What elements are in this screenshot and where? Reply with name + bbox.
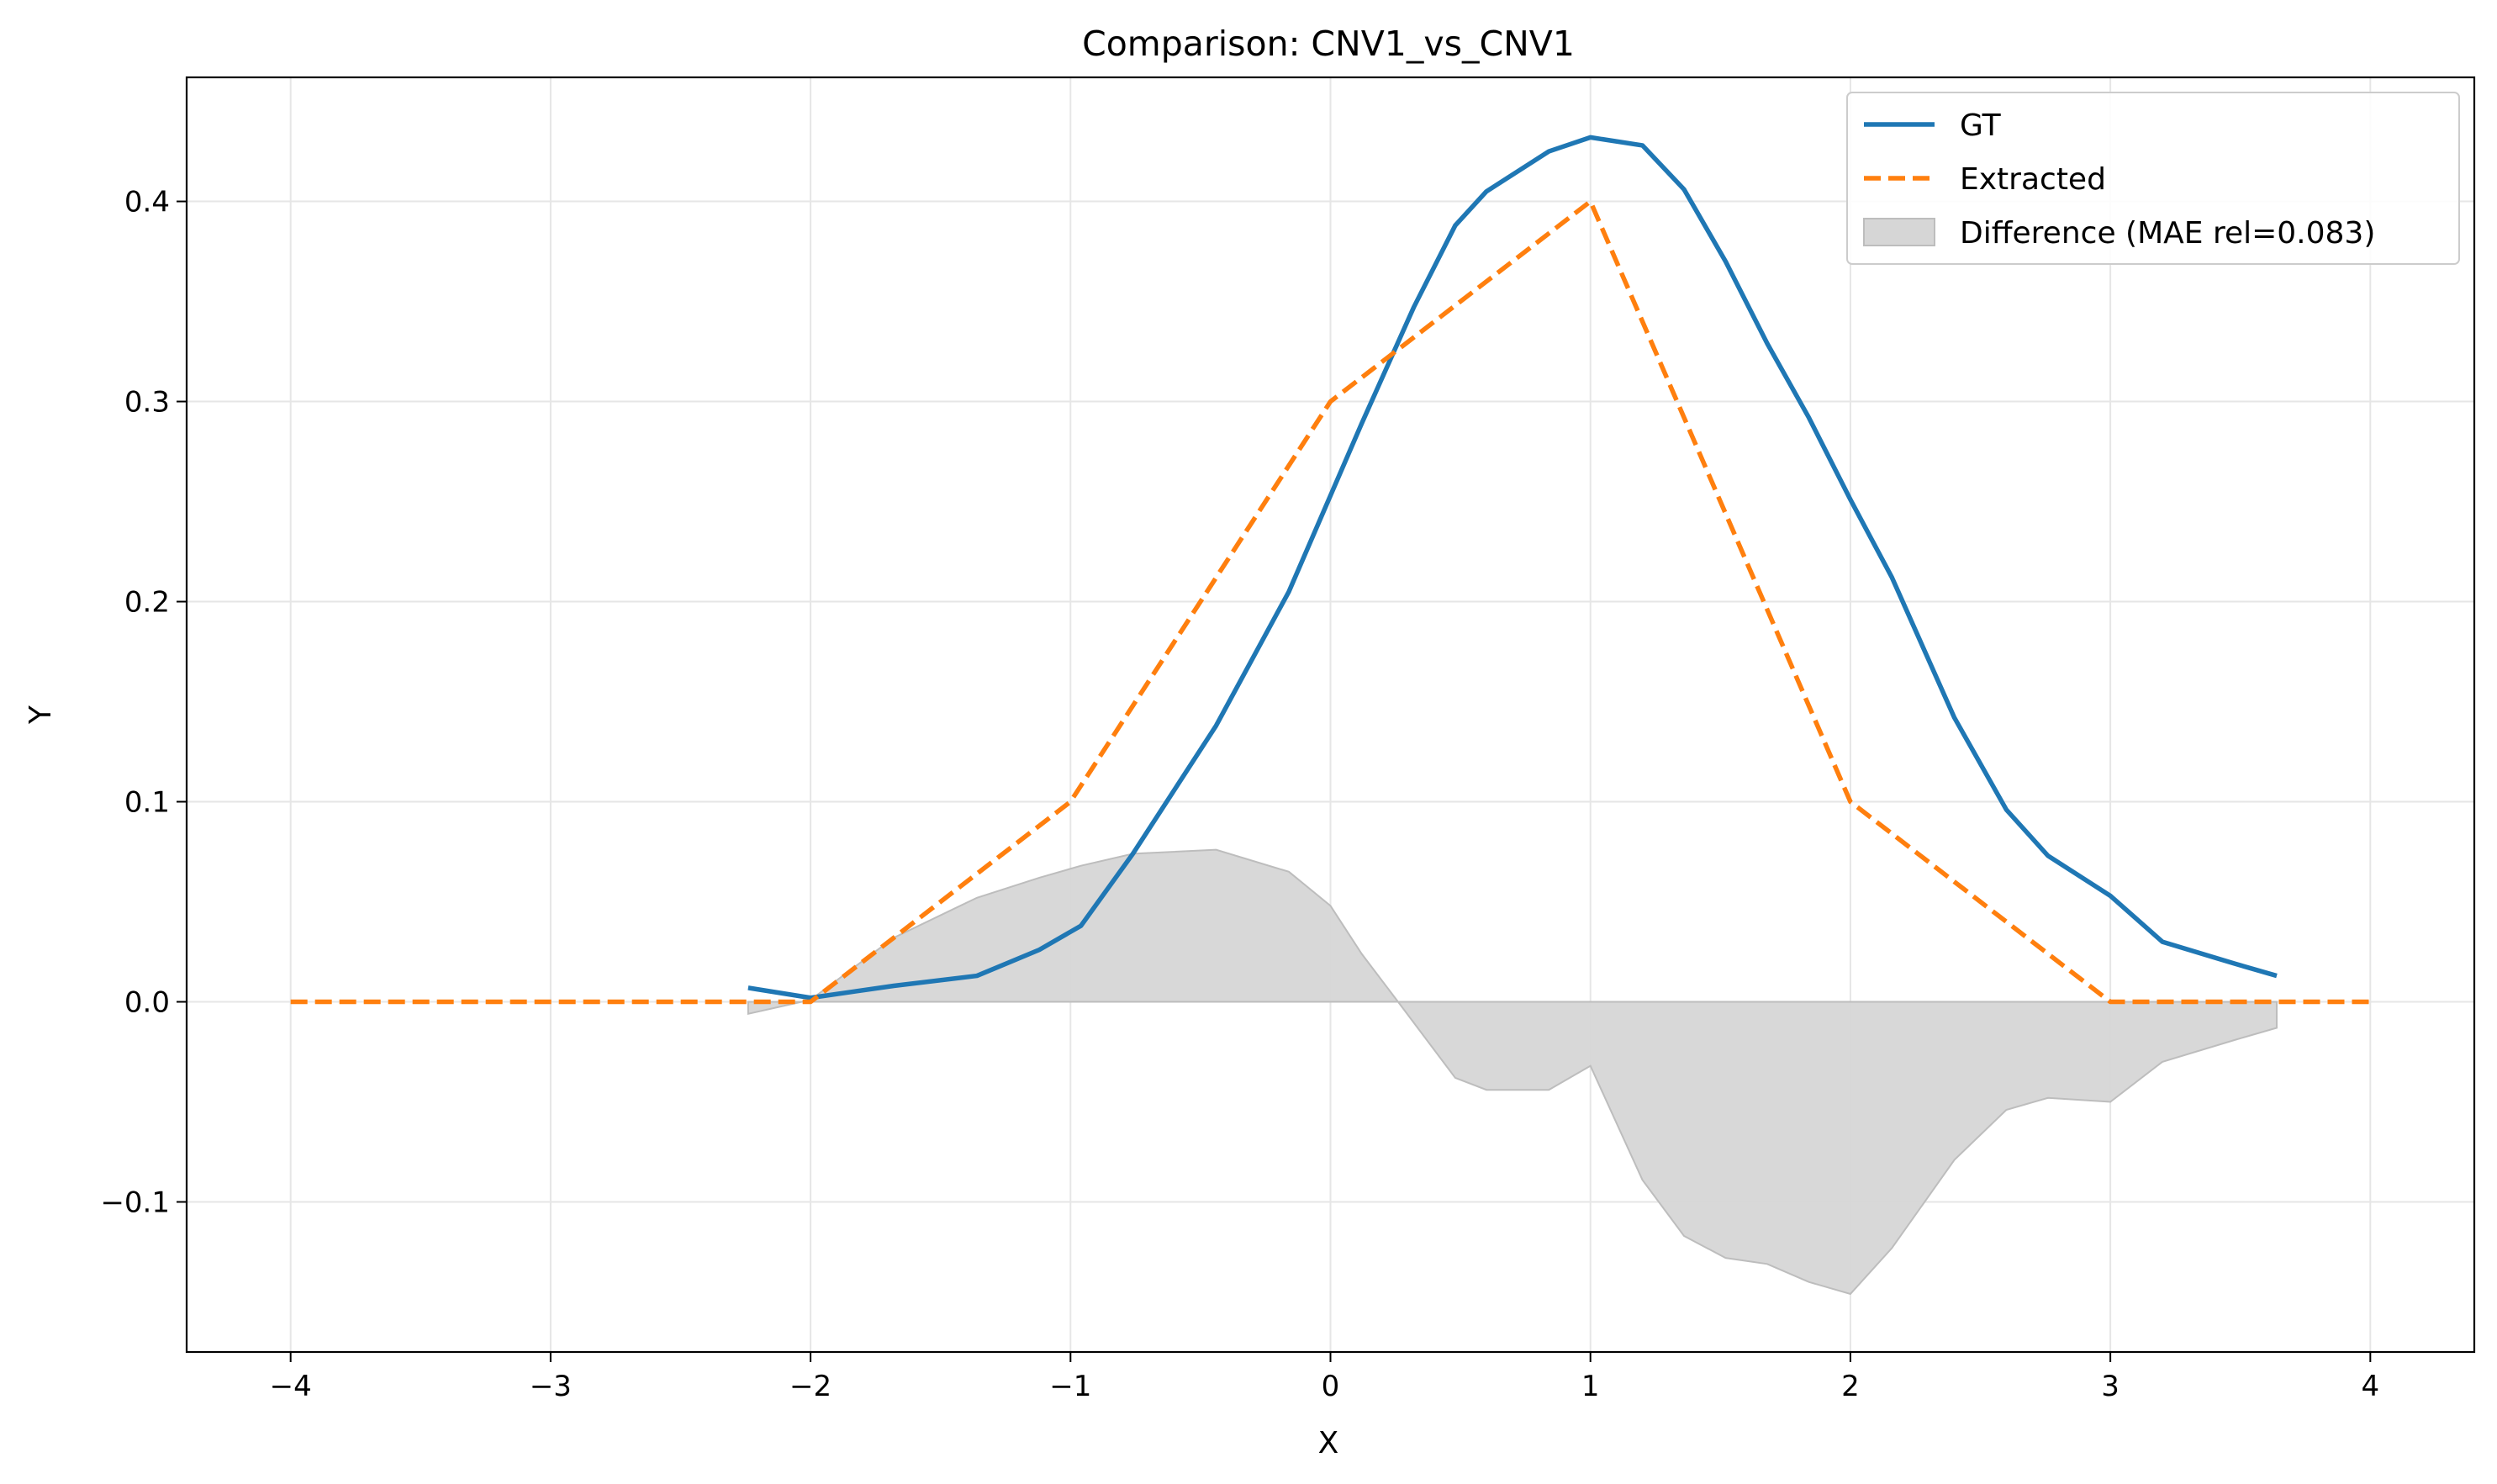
gt-line [747, 135, 2278, 1001]
plot-area [290, 135, 2371, 1296]
legend-box [1846, 92, 2460, 265]
legend-label: GT [1960, 108, 2002, 143]
y-tick-label: 0.3 [124, 386, 170, 420]
x-tick-label: −1 [1049, 1370, 1091, 1403]
x-tick-label: 4 [2361, 1370, 2379, 1403]
extracted-line [290, 198, 2371, 1005]
y-tick-label: 0.0 [124, 986, 170, 1020]
x-tick-label: −2 [789, 1370, 831, 1403]
y-axis-label: Y [24, 705, 58, 725]
legend-swatch-difference [1863, 218, 1935, 246]
x-axis-label: X [1318, 1426, 1339, 1460]
x-tick-label: −4 [270, 1370, 312, 1403]
x-tick-label: 1 [1581, 1370, 1600, 1403]
x-tick-label: −3 [530, 1370, 572, 1403]
y-axis: −0.1 0.0 0.1 0.2 0.3 0.4 [100, 186, 187, 1220]
x-tick-label: 2 [1841, 1370, 1860, 1403]
difference-area [747, 848, 2278, 1296]
x-axis: −4 −3 −2 −1 0 1 2 3 4 [270, 1352, 2379, 1403]
legend-label: Difference (MAE rel=0.083) [1960, 216, 2375, 251]
x-tick-label: 0 [1322, 1370, 1340, 1403]
y-tick-label: 0.2 [124, 586, 170, 620]
legend-label: Extracted [1960, 162, 2106, 197]
y-tick-label: 0.4 [124, 186, 170, 219]
chart-title: Comparison: CNV1_vs_CNV1 [1082, 24, 1575, 64]
legend: GT Extracted Difference (MAE rel=0.083) [1846, 92, 2460, 265]
x-tick-label: 3 [2101, 1370, 2120, 1403]
y-tick-label: 0.1 [124, 786, 170, 820]
y-tick-label: −0.1 [100, 1186, 170, 1220]
